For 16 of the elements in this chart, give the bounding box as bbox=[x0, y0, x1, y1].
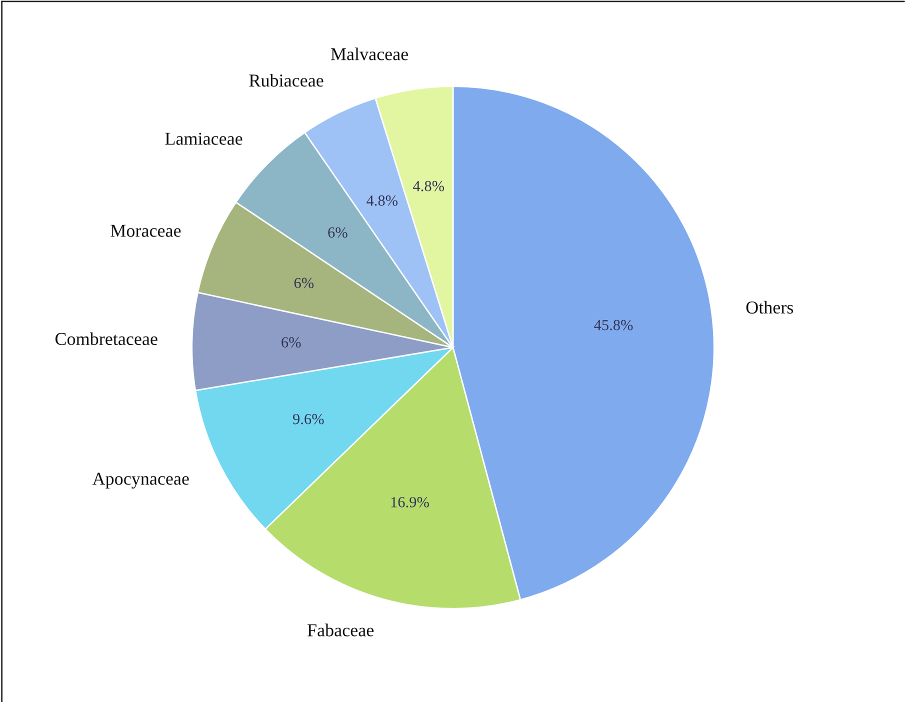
data-label: 4.8% bbox=[413, 180, 444, 192]
data-label: 6% bbox=[328, 227, 348, 238]
slice-label: Others bbox=[746, 300, 794, 314]
data-label: 16.9% bbox=[391, 497, 429, 508]
data-label: 45.8% bbox=[594, 320, 633, 330]
data-label: 4.8% bbox=[366, 195, 398, 206]
slice-label: Lamiaceae bbox=[165, 132, 242, 145]
slice-label: Moraceae bbox=[110, 224, 181, 237]
data-label: 6% bbox=[282, 337, 301, 348]
slice-label: Apocynaceae bbox=[92, 472, 189, 489]
slice-label: Combretaceae bbox=[55, 332, 158, 346]
slice-label: Malvaceae bbox=[330, 48, 408, 60]
data-label: 9.6% bbox=[293, 414, 324, 424]
slice-label: Fabaceae bbox=[308, 624, 374, 636]
data-label: 6% bbox=[294, 278, 314, 288]
slice-label: Rubiaceae bbox=[249, 74, 324, 87]
